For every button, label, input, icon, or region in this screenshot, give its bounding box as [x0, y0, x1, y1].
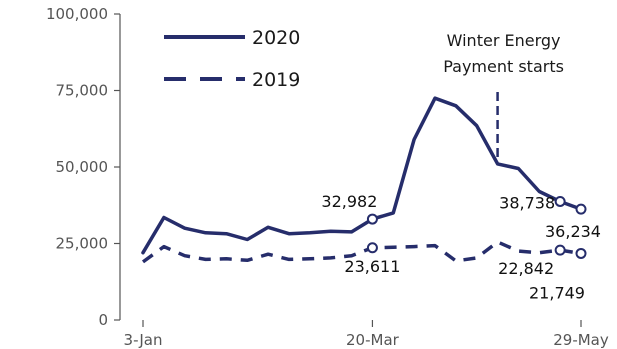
series-group [141, 96, 583, 264]
x-tick-label: 29-May [553, 331, 609, 349]
x-axis: 3-Jan 20-Mar 29-May [124, 320, 609, 349]
legend: 2020 2019 [164, 27, 300, 91]
legend-label: 2020 [252, 27, 300, 49]
y-axis: 0 25,000 50,000 75,000 100,000 [46, 5, 121, 329]
data-label: 36,234 [545, 222, 601, 241]
data-label: 23,611 [344, 257, 400, 276]
annotation-group: Winter Energy Payment starts [443, 31, 564, 162]
data-point-marker [366, 242, 378, 254]
y-tick-label: 100,000 [46, 5, 108, 23]
data-point-marker [554, 195, 566, 207]
x-tick-label: 20-Mar [346, 331, 400, 349]
y-tick-label: 75,000 [56, 82, 109, 100]
data-label: 21,749 [529, 283, 585, 302]
y-tick-label: 50,000 [56, 158, 109, 176]
annotation-text: Winter Energy [447, 31, 561, 50]
series-line-2019 [141, 240, 582, 264]
data-label: 38,738 [499, 193, 555, 212]
data-label: 22,842 [498, 259, 554, 278]
legend-label: 2019 [252, 69, 300, 91]
data-point-marker [554, 244, 566, 256]
markers-group: 32,982 38,738 36,234 23,611 22,842 21,749 [321, 192, 601, 302]
data-label: 32,982 [321, 192, 377, 211]
data-point-marker [575, 247, 587, 259]
data-point-marker [366, 213, 378, 225]
annotation-text: Payment starts [443, 57, 564, 76]
x-tick-label: 3-Jan [124, 331, 163, 349]
series-line-2020 [141, 96, 583, 255]
y-tick-label: 25,000 [56, 235, 109, 253]
data-point-marker [575, 203, 587, 215]
y-tick-label: 0 [98, 311, 108, 329]
